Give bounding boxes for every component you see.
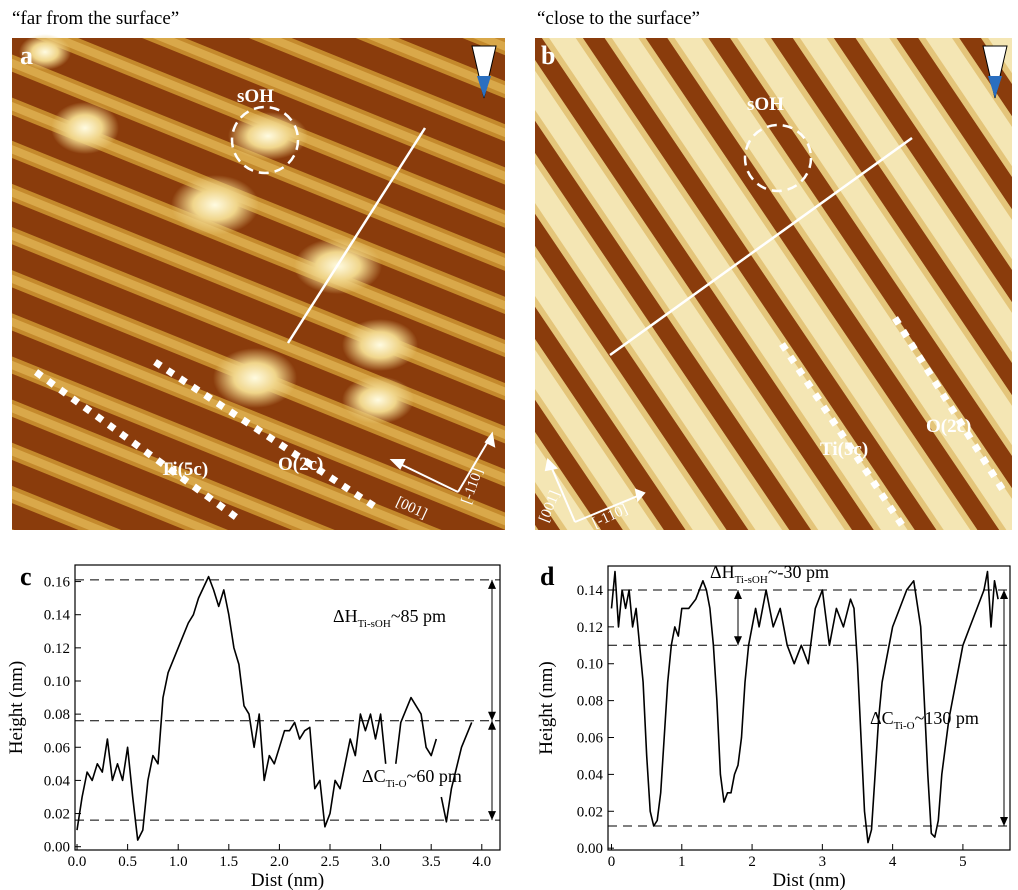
annotation: ΔCTi-O~60 pm	[362, 766, 462, 790]
annotation-value: ~60 pm	[407, 766, 462, 786]
y-axis-label: Height (nm)	[6, 661, 27, 754]
y-axis-label: Height (nm)	[536, 661, 557, 754]
annotation-value: ~-30 pm	[768, 562, 829, 582]
arrow-head	[488, 579, 496, 589]
arrow-head	[734, 589, 742, 599]
arrow-head	[1000, 589, 1008, 599]
image-label: Ti(5c)	[160, 459, 208, 480]
x-tick-label: 4	[889, 854, 897, 870]
arrow-head	[488, 720, 496, 730]
x-tick-label: 1.0	[169, 854, 188, 870]
y-tick-label: 0.04	[44, 773, 71, 789]
x-tick-label: 0.0	[68, 854, 87, 870]
y-tick-label: 0.02	[577, 804, 603, 820]
x-tick-label: 0.5	[118, 854, 137, 870]
y-tick-label: 0.16	[44, 575, 71, 591]
annotation-symbol: ΔC	[870, 708, 894, 728]
annotation-subscript: Ti-O	[386, 778, 407, 790]
arrow-head	[734, 636, 742, 646]
annotation-subscript: Ti-sOH	[735, 574, 768, 586]
annotation: ΔHTi-sOH~85 pm	[333, 606, 446, 630]
annotation-subscript: Ti-O	[894, 720, 915, 732]
direction-arrows	[544, 457, 646, 523]
arrow-head	[488, 711, 496, 721]
y-tick-label: 0.06	[44, 740, 71, 756]
profile-line	[609, 136, 913, 357]
y-tick-label: 0.10	[577, 657, 603, 673]
x-tick-label: 1.5	[219, 854, 238, 870]
profile-line	[610, 570, 999, 844]
highlight-circle	[230, 105, 300, 175]
y-tick-label: 0.10	[44, 674, 70, 690]
caption: “far from the surface”	[12, 8, 179, 29]
image-label: sOH	[747, 94, 784, 115]
panel-label: d	[540, 562, 555, 591]
y-tick-label: 0.14	[577, 583, 604, 599]
profile-line	[76, 575, 473, 841]
annotation-symbol: ΔH	[333, 606, 358, 626]
image-label: Ti(5c)	[820, 439, 868, 460]
row-marker	[33, 369, 243, 523]
annotation: ΔCTi-O~130 pm	[870, 708, 979, 732]
profile-line	[286, 127, 427, 344]
y-tick-label: 0.00	[44, 840, 70, 856]
y-tick-label: 0.06	[577, 731, 604, 747]
annotation-symbol: ΔC	[362, 766, 386, 786]
x-tick-label: 3.0	[371, 854, 390, 870]
panel-label: c	[20, 562, 32, 591]
x-tick-label: 2.5	[321, 854, 340, 870]
image-label: O(2c)	[278, 454, 323, 475]
stm-image	[535, 38, 1012, 530]
plot-frame	[607, 565, 1011, 851]
x-tick-label: 5	[959, 854, 967, 870]
row-marker	[892, 316, 1009, 497]
annotation-value: ~85 pm	[391, 606, 446, 626]
image-label: sOH	[237, 86, 274, 107]
y-tick-label: 0.00	[577, 841, 603, 857]
x-tick-label: 1	[678, 854, 686, 870]
x-tick-label: 2.0	[270, 854, 289, 870]
x-tick-label: 0	[608, 854, 616, 870]
bright-spots	[19, 34, 418, 424]
y-tick-label: 0.12	[577, 620, 603, 636]
caption: “close to the surface”	[537, 8, 700, 29]
panel-label: b	[541, 41, 555, 70]
arrow-head	[1000, 817, 1008, 827]
annotation-subscript: Ti-sOH	[358, 618, 391, 630]
x-axis-label: Dist (nm)	[772, 870, 845, 890]
y-tick-label: 0.08	[44, 707, 70, 723]
highlight-circle	[743, 123, 813, 193]
x-tick-label: 2	[748, 854, 756, 870]
annotation-symbol: ΔH	[710, 562, 735, 582]
arrow-head	[488, 811, 496, 821]
x-tick-label: 3	[819, 854, 827, 870]
y-tick-label: 0.02	[44, 807, 70, 823]
colorbar-icon	[471, 45, 497, 99]
colorbar-icon	[982, 45, 1008, 99]
annotation-value: ~130 pm	[915, 708, 979, 728]
row-marker	[779, 342, 905, 527]
y-tick-label: 0.12	[44, 641, 70, 657]
plot-frame	[74, 564, 501, 851]
panel-label: a	[20, 41, 33, 70]
image-label: O(2c)	[926, 416, 971, 437]
x-tick-label: 3.5	[422, 854, 441, 870]
direction-arrows	[389, 431, 496, 493]
y-tick-label: 0.04	[577, 767, 604, 783]
annotation: ΔHTi-sOH~-30 pm	[710, 562, 829, 586]
x-axis-label: Dist (nm)	[251, 870, 324, 890]
x-tick-label: 4.0	[472, 854, 491, 870]
y-tick-label: 0.14	[44, 608, 71, 624]
y-tick-label: 0.08	[577, 694, 603, 710]
